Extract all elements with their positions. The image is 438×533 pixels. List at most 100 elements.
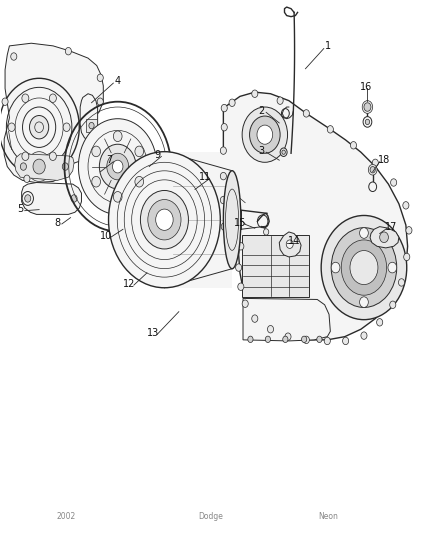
Circle shape	[221, 104, 227, 112]
Polygon shape	[370, 227, 399, 248]
Text: Neon: Neon	[318, 512, 338, 521]
Circle shape	[368, 165, 377, 175]
Circle shape	[317, 336, 322, 343]
Circle shape	[2, 98, 8, 106]
Text: 12: 12	[124, 279, 136, 288]
Circle shape	[360, 228, 368, 238]
Circle shape	[361, 332, 367, 340]
Circle shape	[404, 253, 410, 261]
Circle shape	[264, 229, 269, 235]
Circle shape	[109, 152, 220, 288]
Text: 10: 10	[100, 231, 113, 241]
Circle shape	[135, 146, 144, 157]
Circle shape	[29, 116, 49, 139]
Text: Dodge: Dodge	[198, 512, 223, 521]
Circle shape	[321, 215, 407, 320]
Circle shape	[238, 243, 244, 250]
Circle shape	[238, 283, 244, 290]
Circle shape	[33, 159, 45, 174]
Text: 14: 14	[288, 236, 300, 246]
Circle shape	[257, 125, 273, 144]
Circle shape	[391, 179, 397, 186]
Circle shape	[301, 336, 307, 343]
Text: 15: 15	[234, 218, 246, 228]
Polygon shape	[14, 154, 74, 180]
Circle shape	[97, 98, 103, 106]
Circle shape	[49, 152, 57, 160]
Circle shape	[362, 101, 373, 114]
Circle shape	[406, 227, 412, 234]
Circle shape	[285, 333, 291, 341]
Circle shape	[11, 53, 17, 60]
Circle shape	[63, 123, 70, 132]
Text: 2: 2	[259, 106, 265, 116]
Circle shape	[280, 148, 287, 157]
Circle shape	[25, 195, 31, 202]
Circle shape	[92, 176, 100, 187]
Text: 11: 11	[199, 172, 211, 182]
Text: 1: 1	[325, 41, 331, 51]
Text: 9: 9	[154, 150, 160, 160]
Circle shape	[135, 176, 144, 187]
Circle shape	[221, 124, 227, 131]
Polygon shape	[80, 94, 98, 140]
Circle shape	[22, 152, 29, 160]
Circle shape	[365, 119, 370, 125]
Circle shape	[327, 126, 333, 133]
Circle shape	[283, 336, 288, 343]
Circle shape	[350, 142, 357, 149]
Circle shape	[303, 110, 309, 117]
Circle shape	[229, 99, 235, 107]
Circle shape	[92, 146, 100, 157]
Circle shape	[250, 116, 280, 154]
Text: 18: 18	[378, 155, 390, 165]
Circle shape	[252, 315, 258, 322]
Circle shape	[369, 182, 377, 191]
Circle shape	[350, 251, 378, 285]
Bar	[242, 235, 309, 297]
Circle shape	[248, 336, 253, 343]
Circle shape	[93, 131, 99, 139]
Circle shape	[324, 337, 330, 345]
Circle shape	[399, 279, 405, 286]
Circle shape	[35, 122, 43, 133]
Text: 13: 13	[146, 328, 159, 338]
Circle shape	[220, 147, 226, 155]
Text: 5: 5	[17, 204, 24, 214]
Circle shape	[303, 336, 309, 344]
Circle shape	[403, 201, 409, 209]
Circle shape	[113, 160, 123, 173]
Circle shape	[252, 90, 258, 98]
Circle shape	[24, 175, 30, 182]
Circle shape	[99, 144, 136, 189]
Circle shape	[113, 131, 122, 142]
Text: 17: 17	[385, 222, 398, 232]
Text: 8: 8	[54, 218, 60, 228]
Circle shape	[370, 166, 375, 173]
Polygon shape	[243, 298, 330, 341]
Circle shape	[242, 107, 288, 163]
Circle shape	[341, 240, 387, 295]
Polygon shape	[279, 232, 301, 257]
Circle shape	[343, 337, 349, 345]
Circle shape	[221, 223, 227, 230]
Circle shape	[268, 326, 274, 333]
Polygon shape	[21, 182, 81, 214]
Circle shape	[380, 232, 389, 243]
Circle shape	[113, 191, 122, 202]
Circle shape	[331, 262, 340, 273]
Circle shape	[49, 94, 57, 102]
Circle shape	[363, 117, 372, 127]
Circle shape	[265, 336, 271, 343]
Circle shape	[97, 74, 103, 82]
Circle shape	[331, 228, 397, 308]
Text: 3: 3	[259, 146, 265, 156]
Circle shape	[62, 163, 68, 170]
Circle shape	[155, 209, 173, 230]
Circle shape	[107, 154, 129, 180]
Circle shape	[78, 119, 157, 214]
Circle shape	[282, 150, 286, 155]
Text: 4: 4	[115, 77, 121, 86]
Circle shape	[242, 300, 248, 308]
Circle shape	[27, 152, 51, 181]
